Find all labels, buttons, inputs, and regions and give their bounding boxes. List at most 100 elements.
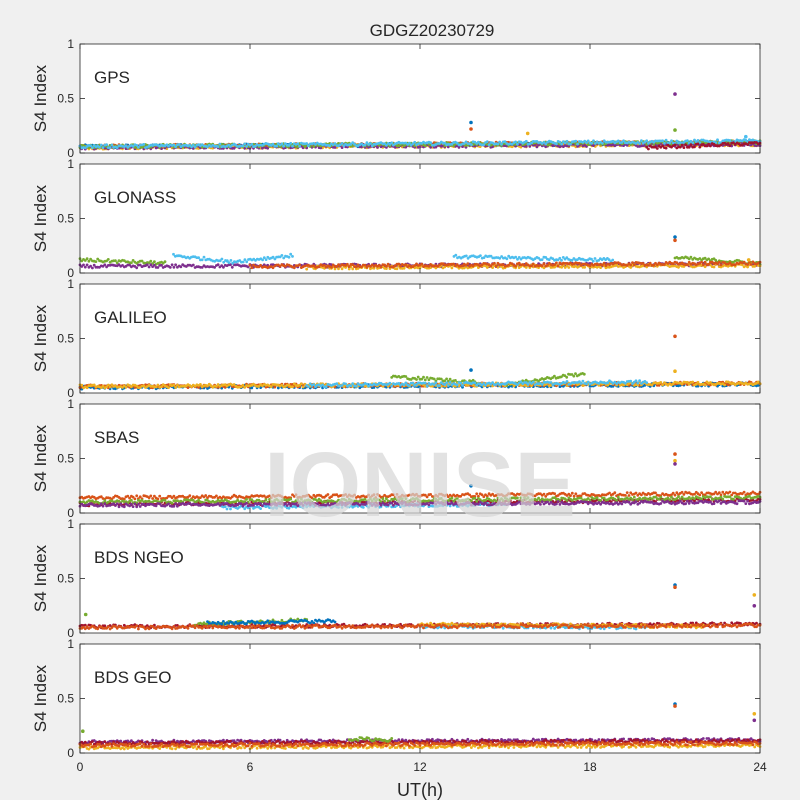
data-point <box>429 145 432 149</box>
data-point <box>696 139 700 142</box>
data-point <box>248 263 252 267</box>
data-point <box>461 383 464 387</box>
data-point <box>680 143 684 147</box>
data-point <box>645 139 649 143</box>
data-point <box>516 142 519 146</box>
data-point <box>337 267 340 271</box>
data-point <box>245 145 248 148</box>
data-point <box>560 258 563 262</box>
data-point <box>85 263 89 267</box>
data-point <box>227 261 231 264</box>
data-point <box>664 146 668 150</box>
data-point <box>514 264 517 268</box>
data-point <box>438 384 441 387</box>
data-point <box>567 266 571 269</box>
data-point <box>505 257 509 261</box>
data-point <box>717 260 721 264</box>
data-point <box>349 384 353 388</box>
data-point <box>640 139 643 143</box>
data-point <box>395 267 399 271</box>
data-point <box>583 265 587 269</box>
data-point <box>324 385 328 389</box>
data-point <box>663 141 666 145</box>
data-point <box>528 145 532 148</box>
data-point <box>590 141 594 145</box>
data-point <box>464 254 468 258</box>
data-point <box>611 258 615 262</box>
data-point <box>168 266 172 269</box>
data-point <box>689 255 693 259</box>
data-point <box>602 261 606 265</box>
data-point <box>655 147 659 150</box>
data-point <box>682 146 686 150</box>
data-point <box>216 263 220 266</box>
data-point <box>535 145 539 149</box>
data-point <box>556 264 560 268</box>
data-point <box>266 146 270 150</box>
data-point <box>555 142 558 146</box>
data-point <box>664 138 668 142</box>
data-point <box>106 258 110 261</box>
data-point <box>390 384 394 388</box>
data-point <box>422 375 425 379</box>
data-point <box>300 382 303 386</box>
data-point <box>457 146 461 149</box>
data-point <box>701 263 705 267</box>
data-point <box>448 377 452 381</box>
data-point <box>530 384 533 388</box>
data-point <box>333 146 337 149</box>
data-point <box>390 141 394 145</box>
data-point <box>305 142 309 145</box>
data-point <box>719 263 723 267</box>
data-point <box>292 266 296 270</box>
spike-point <box>744 134 748 139</box>
data-point <box>216 145 220 149</box>
data-point <box>569 142 572 146</box>
data-point <box>466 262 470 265</box>
data-point <box>470 143 473 147</box>
y-tick-label: 0.5 <box>57 212 74 226</box>
spike-point <box>469 120 473 125</box>
figure-title: GDGZ20230729 <box>370 21 495 40</box>
data-point <box>346 262 349 266</box>
y-tick-label: 0.5 <box>57 92 74 106</box>
data-point <box>280 142 284 146</box>
data-point <box>638 142 641 145</box>
data-point <box>147 265 151 269</box>
data-point <box>153 260 156 264</box>
data-point <box>94 260 98 263</box>
data-point <box>473 381 477 385</box>
data-point <box>291 144 294 148</box>
spike-point <box>746 258 751 262</box>
data-point <box>179 265 183 269</box>
data-point <box>402 266 406 270</box>
data-point <box>531 262 535 266</box>
data-point <box>388 381 392 385</box>
data-point <box>659 381 663 384</box>
data-point <box>170 263 174 267</box>
data-point <box>261 258 264 262</box>
plot-area <box>80 44 760 153</box>
data-point <box>572 374 576 378</box>
panel-label: GLONASS <box>94 188 176 207</box>
data-point <box>500 142 503 146</box>
data-point <box>135 266 139 270</box>
data-point <box>629 263 633 267</box>
data-point <box>691 380 695 384</box>
data-point <box>379 265 383 269</box>
data-point <box>376 146 379 149</box>
data-point <box>340 267 344 271</box>
data-point <box>351 267 355 271</box>
data-point <box>91 266 94 270</box>
spike-point <box>525 131 530 136</box>
data-point <box>108 385 112 389</box>
data-point <box>709 144 712 148</box>
data-point <box>160 263 163 267</box>
data-point <box>153 263 156 267</box>
data-point <box>686 139 689 143</box>
data-point <box>574 372 577 376</box>
data-point <box>416 375 420 379</box>
data-point <box>411 381 415 385</box>
